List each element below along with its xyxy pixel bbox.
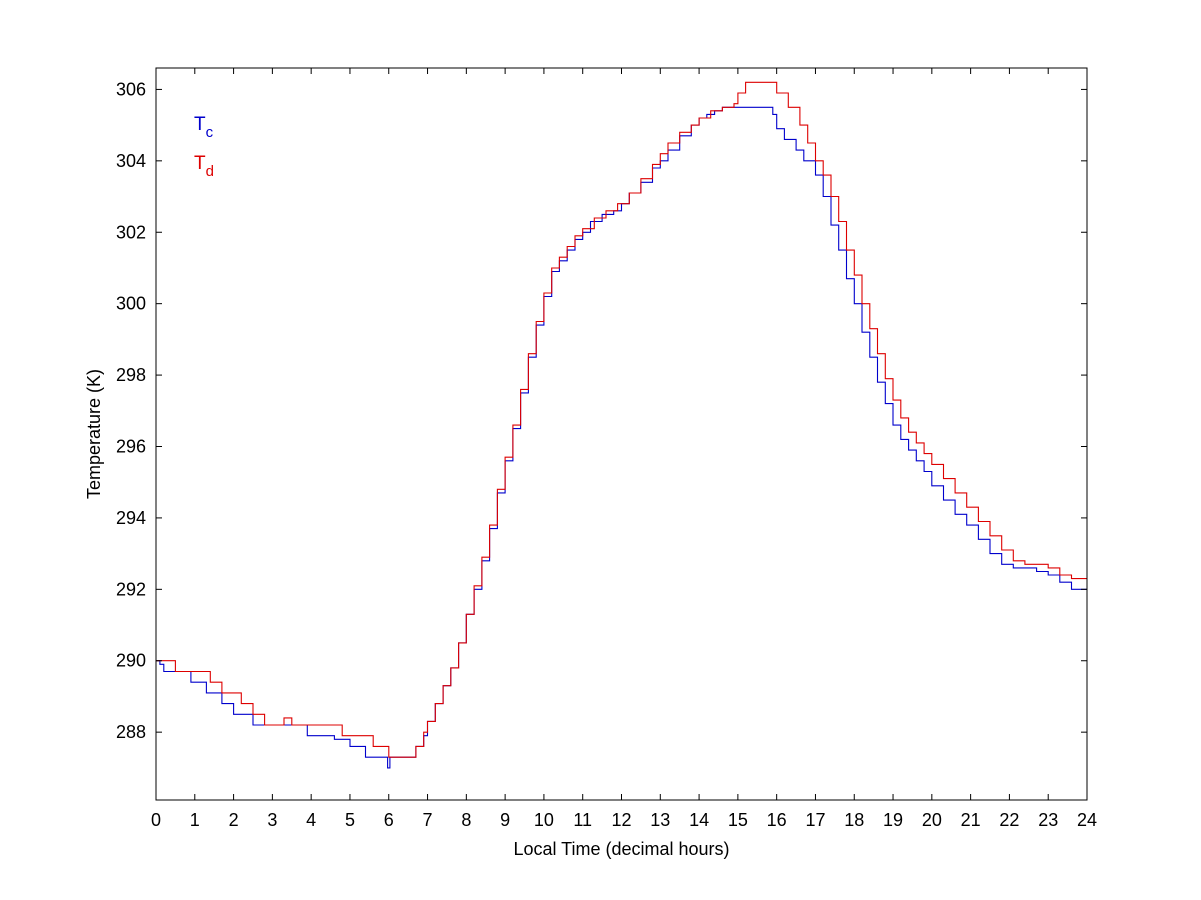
x-tick-label: 2	[229, 810, 239, 830]
series-line-t-d	[156, 81, 1087, 758]
y-tick-label: 298	[116, 365, 146, 385]
y-tick-label: 294	[116, 508, 146, 528]
x-tick-label: 10	[534, 810, 554, 830]
y-tick-label: 296	[116, 436, 146, 456]
x-tick-label: 1	[190, 810, 200, 830]
x-tick-label: 18	[844, 810, 864, 830]
legend-entry-t-d: Td	[194, 153, 214, 180]
x-tick-label: 0	[151, 810, 161, 830]
series-layer	[156, 81, 1087, 769]
x-tick-label: 16	[767, 810, 787, 830]
y-tick-label: 302	[116, 222, 146, 242]
x-tick-label: 11	[573, 810, 592, 830]
x-tick-label: 4	[306, 810, 316, 830]
x-tick-label: 23	[1038, 810, 1058, 830]
x-tick-label: 7	[423, 810, 433, 830]
legend: Tc Td	[194, 114, 214, 180]
x-tick-label: 12	[611, 810, 631, 830]
x-tick-label: 5	[345, 810, 355, 830]
x-tick-label: 22	[999, 810, 1019, 830]
x-tick-label: 13	[650, 810, 670, 830]
axis-ticks: 0 1 2 3 4 5 6 7 8 9 10 11 12 13 14 15 16 17 18 19 20 21 22 23 24…	[116, 68, 1097, 830]
x-tick-label: 9	[500, 810, 510, 830]
x-tick-label: 3	[267, 810, 277, 830]
y-axis-label: Temperature (K)	[84, 369, 104, 499]
x-tick-label: 21	[961, 810, 981, 830]
y-tick-label: 290	[116, 651, 146, 671]
y-tick-label: 304	[116, 151, 146, 171]
x-tick-label: 15	[728, 810, 748, 830]
y-tick-label: 292	[116, 579, 146, 599]
x-tick-label: 17	[805, 810, 825, 830]
legend-entry-t-c: Tc	[194, 114, 214, 141]
x-tick-label: 8	[461, 810, 471, 830]
x-tick-label: 24	[1077, 810, 1097, 830]
y-tick-label: 306	[116, 79, 146, 99]
x-tick-label: 6	[384, 810, 394, 830]
y-tick-label: 300	[116, 294, 146, 314]
x-tick-label: 20	[922, 810, 942, 830]
x-tick-label: 19	[883, 810, 903, 830]
x-axis-label: Local Time (decimal hours)	[513, 839, 729, 859]
x-tick-label: 14	[689, 810, 709, 830]
y-tick-label: 288	[116, 722, 146, 742]
